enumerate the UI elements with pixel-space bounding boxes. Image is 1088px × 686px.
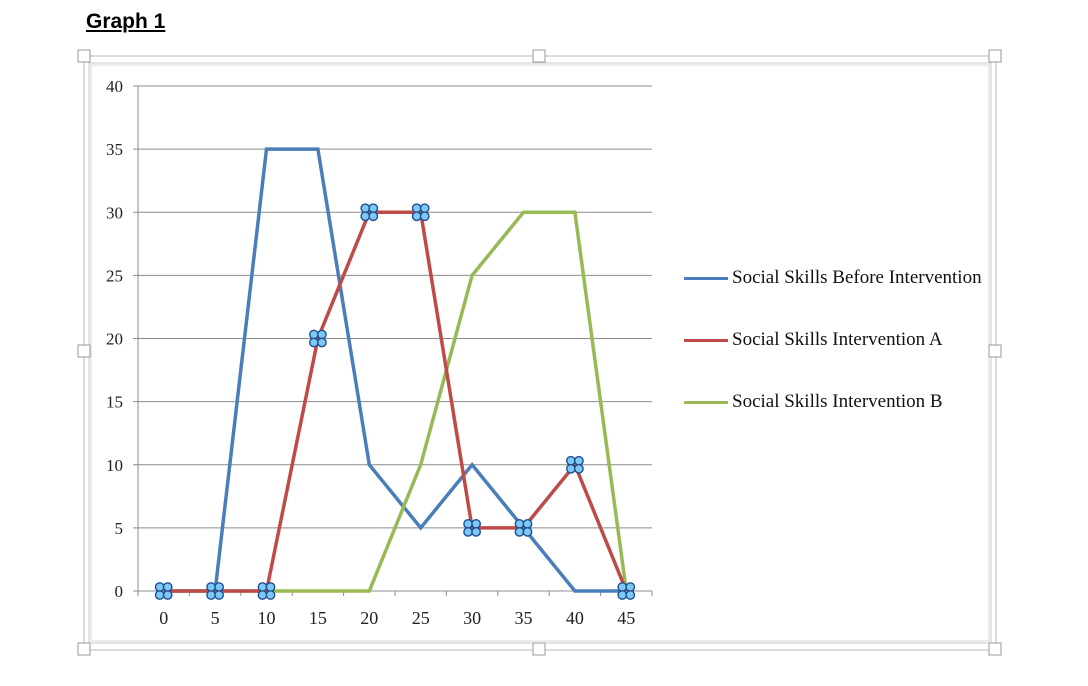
- marker-dot: [419, 211, 430, 222]
- marker-dot: [625, 582, 636, 592]
- resize-handle-bottom-left[interactable]: [77, 642, 91, 656]
- data-point-marker[interactable]: [617, 582, 636, 600]
- y-tick-label: 15: [106, 393, 123, 412]
- legend-label-before: Social Skills Before Intervention: [732, 267, 982, 288]
- x-tick-labels: 0 5 10 15 20 25 30 35 40 45: [159, 608, 635, 628]
- data-point-marker[interactable]: [206, 582, 225, 600]
- marker-dot: [214, 590, 225, 600]
- marker-dot: [206, 590, 217, 600]
- marker-dot: [566, 455, 576, 466]
- x-tick-label: 15: [309, 608, 327, 628]
- legend-swatch-intervention-a: [684, 339, 728, 342]
- marker-dot: [617, 590, 628, 600]
- marker-dot: [566, 463, 576, 474]
- marker-dot: [257, 582, 268, 592]
- series-line-0[interactable]: [163, 147, 627, 593]
- plot-area-border: [90, 64, 990, 642]
- y-tick-label: 30: [106, 203, 123, 222]
- marker-dot: [625, 590, 636, 600]
- y-tick-label: 20: [106, 330, 123, 349]
- y-tick-label: 0: [115, 582, 124, 601]
- resize-handle-top-left[interactable]: [77, 49, 91, 63]
- resize-handle-bottom[interactable]: [532, 642, 546, 656]
- y-tick-label: 25: [106, 266, 123, 285]
- x-tick-label: 45: [617, 608, 635, 628]
- marker-dot: [368, 211, 379, 222]
- marker-dot: [162, 582, 173, 592]
- marker-dot: [514, 526, 525, 537]
- marker-dot: [471, 526, 481, 537]
- data-point-marker[interactable]: [257, 582, 276, 600]
- marker-dot: [265, 590, 276, 600]
- x-tick-label: 35: [515, 608, 533, 628]
- marker-dot: [471, 518, 481, 529]
- data-point-marker[interactable]: [566, 455, 584, 474]
- marker-dot: [265, 582, 276, 592]
- x-tick-label: 30: [463, 608, 481, 628]
- data-point-marker[interactable]: [154, 582, 173, 600]
- resize-handles[interactable]: [77, 49, 1002, 656]
- series-markers[interactable]: [154, 203, 636, 600]
- y-tick-label: 40: [106, 77, 123, 96]
- resize-handle-bottom-right[interactable]: [988, 642, 1002, 656]
- data-point-marker[interactable]: [360, 203, 379, 222]
- legend-swatch-intervention-b: [684, 401, 728, 404]
- marker-dot: [522, 518, 533, 529]
- marker-dot: [360, 203, 371, 214]
- marker-dot: [463, 526, 473, 537]
- marker-dot: [617, 582, 628, 592]
- y-tick-label: 5: [115, 519, 124, 538]
- legend-item-before: Social Skills Before Intervention: [684, 266, 982, 290]
- y-tick-label: 10: [106, 456, 123, 475]
- marker-dot: [463, 518, 473, 529]
- resize-handle-right[interactable]: [988, 344, 1002, 358]
- graph-heading: Graph 1: [86, 10, 166, 33]
- x-tick-label: 20: [360, 608, 378, 628]
- x-tick-label: 25: [412, 608, 430, 628]
- data-point-marker[interactable]: [514, 518, 533, 537]
- marker-dot: [257, 590, 268, 600]
- marker-dot: [368, 203, 379, 214]
- marker-dot: [574, 455, 584, 466]
- resize-handle-left[interactable]: [77, 344, 91, 358]
- marker-dot: [360, 211, 371, 222]
- x-tick-label: 0: [159, 608, 168, 628]
- x-tick-label: 5: [211, 608, 220, 628]
- marker-dot: [522, 526, 533, 537]
- marker-dot: [214, 582, 225, 592]
- x-tick-label: 40: [566, 608, 584, 628]
- resize-handle-top[interactable]: [532, 49, 546, 63]
- resize-handle-top-right[interactable]: [988, 49, 1002, 63]
- legend-label-intervention-b: Social Skills Intervention B: [732, 391, 943, 412]
- series-lines[interactable]: [163, 147, 629, 593]
- data-point-marker[interactable]: [411, 203, 430, 222]
- selection-border-outer: [83, 55, 997, 651]
- legend-swatch-before: [684, 277, 728, 280]
- legend-item-intervention-b: Social Skills Intervention B: [684, 390, 982, 414]
- x-tick-label: 10: [258, 608, 276, 628]
- marker-dot: [162, 590, 173, 600]
- data-point-marker[interactable]: [308, 329, 327, 348]
- legend-item-intervention-a: Social Skills Intervention A: [684, 328, 982, 352]
- marker-dot: [411, 203, 422, 214]
- marker-dot: [514, 518, 525, 529]
- data-point-marker[interactable]: [463, 518, 481, 537]
- selection-border-inner: [88, 62, 992, 644]
- marker-dot: [206, 582, 217, 592]
- marker-dot: [419, 203, 430, 214]
- y-tick-labels: 0 5 10 15 20 25 30 35 40: [106, 77, 123, 601]
- axes: [133, 85, 653, 596]
- marker-dot: [316, 337, 327, 348]
- marker-dot: [154, 582, 165, 592]
- series-line-1[interactable]: [163, 210, 628, 593]
- marker-dot: [411, 211, 422, 222]
- marker-dot: [154, 590, 165, 600]
- marker-dot: [316, 329, 327, 340]
- y-tick-label: 35: [106, 140, 123, 159]
- marker-dot: [308, 329, 319, 340]
- marker-dot: [308, 337, 319, 348]
- marker-dot: [574, 463, 584, 474]
- legend-label-intervention-a: Social Skills Intervention A: [732, 329, 943, 350]
